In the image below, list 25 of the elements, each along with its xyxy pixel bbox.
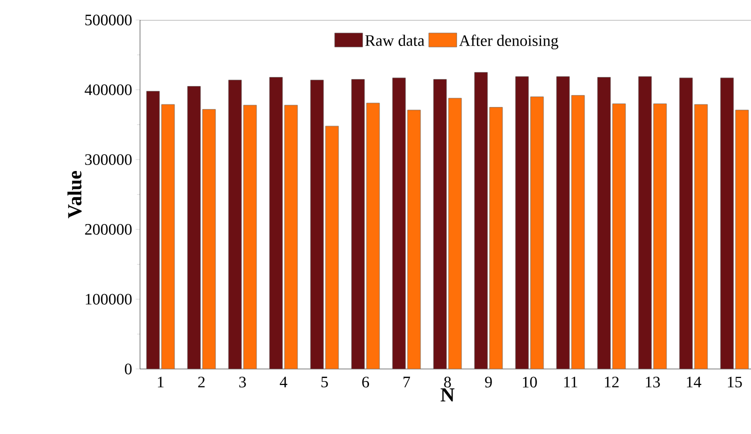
legend-label: Raw data	[365, 34, 424, 46]
y-tick-label: 500000	[85, 14, 132, 26]
x-tick-label: 13	[646, 376, 660, 388]
x-tick-label: 4	[280, 376, 288, 388]
y-tick-label: 400000	[84, 84, 132, 96]
y-tick-label: 300000	[85, 154, 132, 165]
x-tick-label: 3	[239, 376, 246, 388]
x-tick-label: 1	[158, 376, 164, 388]
x-tick-label: 15	[728, 376, 742, 388]
x-tick-label: 7	[404, 376, 410, 388]
x-tick-label: 2	[198, 376, 205, 388]
y-axis-title: Value	[67, 171, 82, 218]
y-tick-label: 0	[124, 364, 132, 374]
legend-label: After denoising	[459, 34, 558, 50]
x-tick-label: 11	[564, 376, 578, 388]
x-tick-label: 8	[444, 376, 451, 388]
x-tick-label: 5	[321, 376, 328, 388]
x-tick-label: 12	[604, 376, 619, 388]
y-tick-label: 100000	[86, 294, 132, 305]
y-tick-label: 200000	[85, 224, 132, 235]
x-tick-label: 10	[522, 376, 537, 388]
x-tick-label: 9	[485, 376, 492, 388]
x-axis-title: N	[440, 388, 454, 402]
x-tick-label: 14	[686, 376, 702, 388]
x-tick-label: 6	[362, 376, 370, 388]
